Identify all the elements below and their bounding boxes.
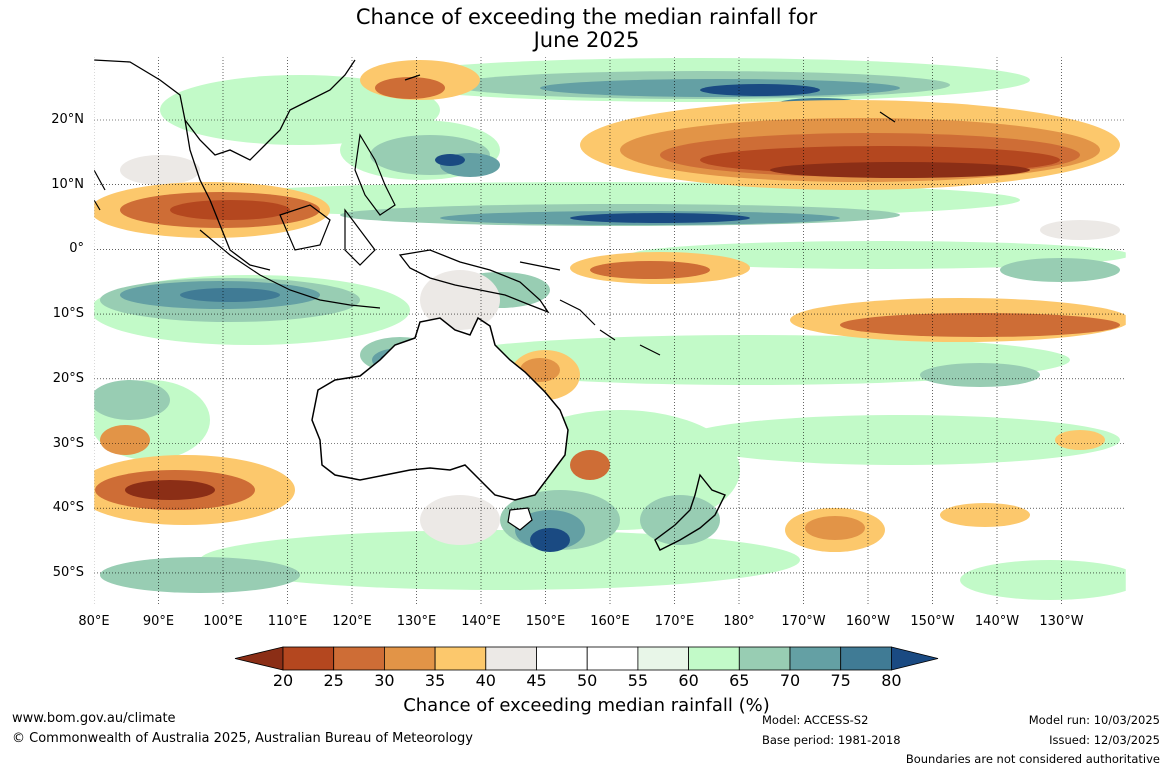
tasmania-outline: [507, 507, 533, 531]
lon-label: 170°E: [654, 614, 695, 629]
base-period-text: Base period: 1981-2018: [762, 733, 901, 747]
issued-text: Issued: 12/03/2025: [1049, 733, 1160, 747]
colorbar-swatch: [738, 646, 791, 671]
lon-label: 160°W: [845, 614, 891, 629]
lat-label: 20°N: [51, 112, 84, 127]
colorbar-tick-label: 50: [577, 671, 598, 690]
lon-label: 130°W: [1039, 614, 1084, 629]
source-url: www.bom.gov.au/climate: [12, 711, 176, 726]
lat-label: 30°S: [52, 435, 84, 451]
colorbar-tick-label: 75: [830, 671, 851, 690]
lon-label: 80°E: [78, 614, 110, 629]
colorbar-tick-label: 60: [678, 671, 699, 690]
colorbar-extend-low: [234, 646, 284, 671]
lat-label: 50°S: [52, 564, 84, 580]
chart-title-line2: June 2025: [533, 28, 640, 52]
indochina-coastline: [184, 119, 271, 271]
colorbar-title: Chance of exceeding median rainfall (%): [403, 695, 770, 716]
colorbar-tick-label: 20: [272, 671, 294, 690]
colorbar-swatch: [637, 646, 690, 671]
lon-label: 90°E: [142, 614, 175, 629]
model-text: Model: ACCESS-S2: [762, 713, 869, 727]
colorbar-swatch: [485, 646, 537, 671]
colorbar-tick-label: 40: [475, 671, 496, 690]
philippines-coastline: [354, 133, 396, 216]
colorbar-swatch: [586, 646, 639, 671]
new-guinea-outline: [398, 249, 550, 314]
lat-label: 40°S: [52, 500, 84, 516]
colorbar-tick-label: 25: [323, 671, 344, 690]
model-run-text: Model run: 10/03/2025: [1028, 713, 1160, 727]
disclaimer-text: Boundaries are not considered authoritat…: [905, 752, 1160, 766]
lon-label: 140°W: [974, 614, 1020, 629]
lat-label: 10°S: [52, 306, 84, 322]
chart-title-line1: Chance of exceeding the median rainfall …: [355, 5, 818, 29]
lon-label: 130°E: [396, 614, 437, 629]
pacific-islands: [404, 74, 896, 356]
copyright-text: © Commonwealth of Australia 2025, Austra…: [12, 731, 473, 746]
lon-label: 170°W: [781, 614, 826, 629]
asia-coastline: [94, 59, 356, 161]
colorbar-tick-label: 65: [729, 671, 750, 690]
colorbar-tick-label: 55: [627, 671, 649, 690]
australia-outline: [311, 316, 569, 501]
indonesia-coastline: [94, 169, 381, 309]
colorbar-tick-label: 45: [526, 671, 547, 690]
probability-field: [94, 58, 1126, 600]
colorbar-tick-label: 70: [779, 671, 801, 690]
lon-label: 150°W: [910, 614, 955, 629]
colorbar-extend-high: [891, 646, 939, 671]
lon-label: 140°E: [461, 614, 501, 629]
colorbar-tick-label: 80: [881, 671, 902, 690]
colorbar-swatch: [688, 646, 740, 671]
lon-label: 120°E: [332, 614, 372, 629]
colorbar-tick-label: 35: [424, 671, 446, 690]
new-zealand-outline: [654, 473, 726, 551]
lat-label: 0°: [69, 241, 84, 257]
lon-label: 150°E: [525, 614, 566, 629]
lat-label: 10°N: [51, 176, 84, 192]
colorbar-swatch: [434, 646, 487, 671]
colorbar-swatch: [383, 646, 436, 671]
colorbar-swatch: [840, 646, 892, 671]
colorbar-swatch: [282, 646, 335, 671]
lat-label: 20°S: [52, 370, 84, 386]
colorbar-swatch: [333, 646, 385, 671]
lon-label: 110°E: [267, 614, 308, 629]
colorbar-swatch: [789, 646, 842, 671]
map-gridlines: [94, 57, 1126, 605]
lon-label: 160°E: [590, 614, 630, 629]
colorbar-swatch: [536, 646, 588, 671]
colorbar-tick-label: 30: [374, 671, 395, 690]
lon-label: 180°: [723, 614, 755, 629]
lon-label: 100°E: [203, 614, 243, 629]
colorbar: [234, 646, 939, 671]
